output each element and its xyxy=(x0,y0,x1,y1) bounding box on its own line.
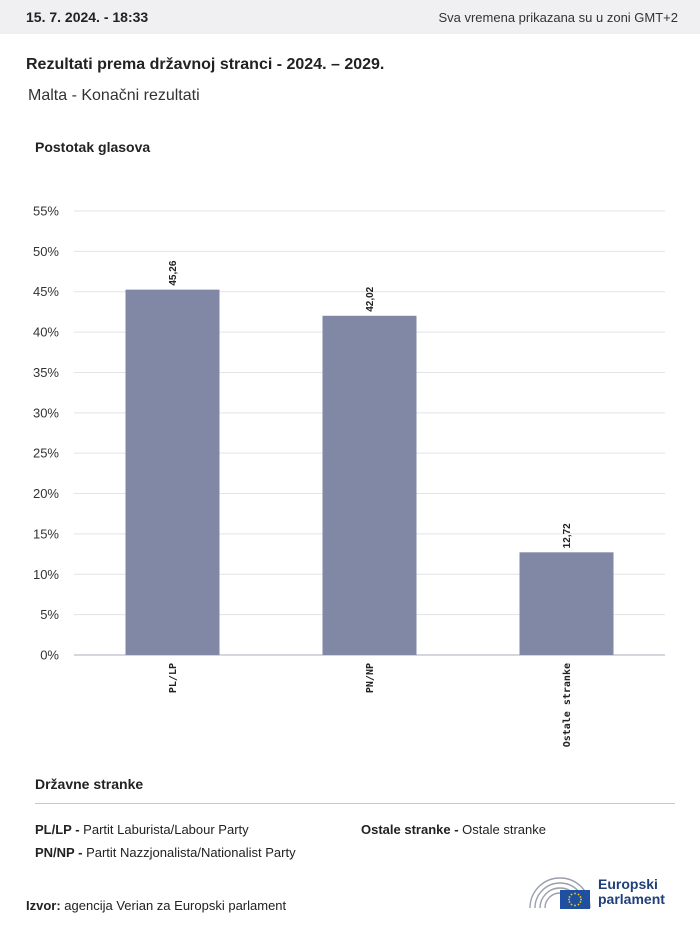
legend-divider xyxy=(35,803,675,804)
bar xyxy=(322,315,417,655)
y-tick-label: 45% xyxy=(33,284,59,299)
y-tick-label: 40% xyxy=(33,325,59,340)
y-tick-label: 50% xyxy=(33,244,59,259)
y-tick-label: 30% xyxy=(33,405,59,420)
legend-item-others: Ostale stranke - Ostale stranke xyxy=(361,822,546,837)
publish-datetime: 15. 7. 2024. - 18:33 xyxy=(26,9,149,25)
x-tick-label: PL/LP xyxy=(168,663,179,693)
legend-abbr: PL/LP - xyxy=(35,822,80,837)
bar-value-label: 42,02 xyxy=(365,286,376,311)
source-label: Izvor: xyxy=(26,898,61,913)
logo-line2: parlament xyxy=(598,891,665,907)
logo-line1: Europski xyxy=(598,876,658,892)
x-tick-label: PN/NP xyxy=(365,663,376,693)
legend-abbr: Ostale stranke - xyxy=(361,822,459,837)
bar-value-label: 12,72 xyxy=(562,523,573,548)
y-tick-label: 35% xyxy=(33,365,59,380)
y-tick-label: 25% xyxy=(33,446,59,461)
european-parliament-logo: Europski parlament xyxy=(528,872,678,912)
y-tick-label: 5% xyxy=(40,607,59,622)
timezone-note: Sva vremena prikazana su u zoni GMT+2 xyxy=(438,9,678,25)
legend-name: Partit Laburista/Labour Party xyxy=(83,822,249,837)
bar xyxy=(125,289,220,655)
bar-value-label: 45,26 xyxy=(168,260,179,285)
parliament-hemicycle-icon xyxy=(529,877,591,909)
legend-name: Partit Nazzjonalista/Nationalist Party xyxy=(86,845,296,860)
chart-title: Rezultati prema državnoj stranci - 2024.… xyxy=(26,56,385,73)
bar xyxy=(519,552,614,655)
y-tick-label: 10% xyxy=(33,567,59,582)
y-tick-label: 0% xyxy=(40,648,59,663)
chart-subtitle: Malta - Konačni rezultati xyxy=(28,87,200,104)
bar-chart: 0% 5% 10% 15% 20% 25% 30% 35% 40% 45% 50% 55% 45,26 P… xyxy=(33,204,665,747)
y-axis-label: Postotak glasova xyxy=(35,139,151,155)
y-tick-label: 15% xyxy=(33,526,59,541)
legend-name: Ostale stranke xyxy=(462,822,546,837)
legend-title: Državne stranke xyxy=(35,776,144,792)
source-note: Izvor: agencija Verian za Europski parla… xyxy=(26,898,286,913)
legend-item-pn: PN/NP - Partit Nazzjonalista/Nationalist… xyxy=(35,845,296,860)
top-bar: 15. 7. 2024. - 18:33 Sva vremena prikaza… xyxy=(0,0,700,34)
y-tick-label: 20% xyxy=(33,486,59,501)
y-tick-label: 55% xyxy=(33,204,59,219)
legend-item-pl: PL/LP - Partit Laburista/Labour Party xyxy=(35,822,249,837)
source-text: agencija Verian za Europski parlament xyxy=(64,898,287,913)
x-tick-label: Ostale stranke xyxy=(562,663,573,747)
legend-abbr: PN/NP - xyxy=(35,845,83,860)
